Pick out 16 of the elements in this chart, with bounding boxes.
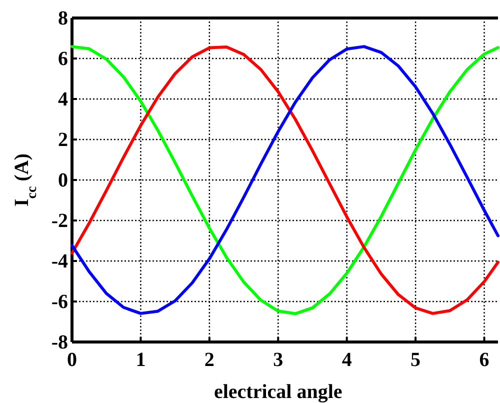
x-tick-label: 6 <box>479 349 490 371</box>
x-axis-title: electrical angle <box>214 381 342 403</box>
y-tick-label: -6 <box>51 290 68 313</box>
x-tick-label: 5 <box>410 349 421 371</box>
x-tick-label: 4 <box>342 349 352 371</box>
x-tick-label: 3 <box>273 349 284 371</box>
y-tick-label: 0 <box>58 169 68 192</box>
y-tick-label: -2 <box>51 210 68 232</box>
y-tick-label: -4 <box>51 250 68 272</box>
y-tick-label: 6 <box>58 48 68 70</box>
x-tick-label: 1 <box>136 349 146 371</box>
y-tick-label: 4 <box>58 88 68 110</box>
y-tick-label: 8 <box>58 7 68 30</box>
y-tick-label: -8 <box>51 331 68 354</box>
y-tick-label: 2 <box>58 128 68 151</box>
x-tick-label: 2 <box>204 349 214 371</box>
